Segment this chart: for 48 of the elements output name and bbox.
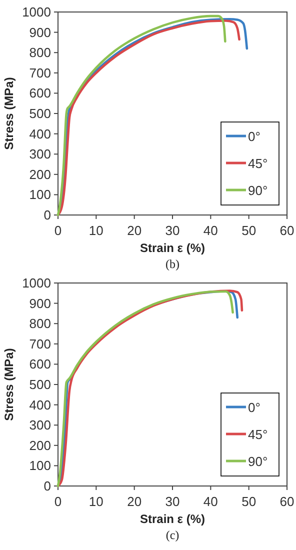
legend-label: 0°: [248, 129, 260, 144]
y-tick-label: 0: [44, 478, 51, 494]
y-tick-label: 700: [29, 65, 51, 80]
y-tick-label: 1000: [22, 276, 51, 290]
y-tick-label: 800: [29, 316, 51, 332]
y-tick-label: 900: [29, 296, 51, 311]
x-tick-label: 60: [280, 223, 294, 238]
x-tick-label: 30: [165, 494, 180, 509]
y-tick-label: 500: [29, 377, 51, 392]
x-tick-label: 50: [242, 223, 256, 238]
y-axis-title: Stress (MPa): [2, 348, 16, 421]
x-tick-label: 40: [203, 223, 218, 238]
y-tick-label: 300: [29, 418, 51, 433]
legend-label: 90°: [248, 183, 268, 198]
y-tick-label: 1000: [22, 4, 51, 20]
y-tick-label: 700: [29, 336, 51, 352]
text: (b): [166, 257, 180, 271]
y-tick-label: 600: [29, 356, 51, 372]
x-tick-label: 20: [127, 494, 142, 509]
x-tick-label: 30: [165, 223, 180, 238]
y-tick-label: 400: [29, 397, 51, 412]
y-tick-label: 200: [29, 438, 51, 453]
x-tick-label: 10: [88, 223, 104, 238]
y-tick-label: 100: [29, 458, 51, 474]
x-tick-label: 20: [127, 223, 142, 238]
x-tick-label: 10: [88, 494, 104, 509]
x-axis-title: Strain ε (%): [140, 512, 206, 526]
x-tick-label: 60: [280, 494, 294, 509]
y-tick-label: 100: [29, 187, 51, 202]
legend-label: 90°: [248, 454, 268, 469]
x-tick-label: 50: [242, 494, 256, 509]
y-tick-label: 400: [29, 126, 51, 142]
text: (c): [166, 528, 180, 542]
y-tick-label: 800: [29, 45, 51, 60]
y-tick-label: 0: [44, 208, 51, 222]
y-tick-label: 500: [29, 106, 51, 121]
y-tick-label: 300: [29, 146, 51, 162]
x-tick-label: 0: [54, 223, 62, 238]
x-tick-label: 40: [203, 494, 218, 509]
legend-label: 45°: [248, 156, 268, 171]
legend-label: 45°: [248, 427, 268, 442]
y-tick-label: 200: [29, 166, 51, 182]
y-tick-label: 900: [29, 24, 51, 40]
y-tick-label: 600: [29, 86, 51, 101]
y-axis-title: Stress (MPa): [2, 77, 16, 150]
legend-label: 0°: [248, 400, 260, 415]
x-axis-title: Strain ε (%): [140, 241, 206, 255]
x-tick-label: 0: [54, 494, 62, 509]
